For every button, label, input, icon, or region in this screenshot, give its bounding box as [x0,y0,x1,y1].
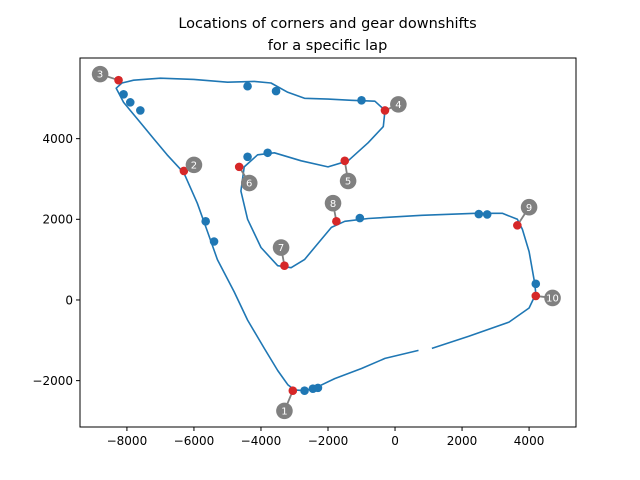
corner-label-9: 9 [520,198,538,216]
corner-label-text: 3 [97,70,103,81]
downshift-point [482,210,492,219]
downshift-point [474,209,484,219]
corner-point [114,75,123,85]
corner-label-text: 10 [546,294,559,305]
corner-label-text: 5 [345,177,351,188]
downshift-point [263,148,272,158]
x-tick-label: −8000 [107,434,148,448]
corner-label-marker [91,65,109,83]
downshift-point [209,237,219,246]
corner-point [280,261,289,270]
x-tick-label: 4000 [514,434,545,448]
corner-label-text: 7 [278,243,284,254]
downshift-point [119,89,128,99]
corner-label-1: 1 [276,402,293,420]
corner-label-4: 4 [390,96,407,113]
corner-label-text: 1 [281,406,287,417]
corner-label-marker [240,174,258,192]
corner-label-text: 2 [191,160,197,171]
y-tick-label: 0 [65,293,73,307]
corner-label-marker [324,194,342,212]
y-tick-label: −2000 [32,374,73,388]
corner-label-marker [276,402,293,420]
corner-label-2: 2 [185,156,203,174]
downshift-point [125,98,135,107]
corner-point [513,221,522,230]
x-tick-label: −4000 [241,434,282,448]
corner-label-marker [520,198,538,216]
corner-label-text: 6 [246,179,252,190]
x-tick-label: −2000 [308,434,349,448]
downshift-point [355,213,365,223]
corner-point [234,162,244,172]
corner-label-marker [544,289,561,307]
corner-point [179,166,189,176]
downshift-point [313,383,323,393]
y-tick-label: 4000 [42,132,73,146]
corner-label-marker [390,96,407,113]
downshift-point [531,279,541,289]
x-tick-label: 0 [391,434,399,448]
y-axis: −2000 0 2000 4000 [32,132,80,388]
x-tick-label: −6000 [174,434,215,448]
plot-area: 1 2 3 4 5 6 7 8 9 10 [91,65,561,420]
downshift-point [136,106,145,115]
x-axis: −8000 −6000 −4000 −2000 0 2000 4000 [107,427,545,448]
downshift-point [357,96,366,105]
corner-label-3: 3 [91,65,109,83]
downshift-point [300,386,309,396]
plot-frame [79,57,577,428]
y-tick-label: 2000 [42,213,73,227]
corner-label-text: 8 [330,199,336,210]
downshift-point [271,86,281,96]
corner-point [531,291,541,301]
chart-title-line-2: for a specific lap [268,38,388,54]
corner-label-8: 8 [324,194,342,212]
corner-point [380,106,390,115]
track-line [115,77,537,392]
corner-label-marker [272,239,290,256]
chart-title-line-1: Locations of corners and gear downshifts [178,16,476,32]
downshift-point [243,81,252,91]
corner-label-6: 6 [240,174,258,192]
x-tick-label: 2000 [447,434,478,448]
corner-label-text: 9 [526,203,532,214]
downshift-point [243,152,252,162]
corner-label-5: 5 [339,172,357,190]
corner-point [340,156,350,166]
corner-label-marker [339,172,357,190]
corner-point [288,386,298,396]
corner-label-text: 4 [395,100,401,111]
corner-label-7: 7 [272,239,290,256]
downshift-point [201,217,210,226]
corner-point [332,217,341,226]
corner-label-marker [185,156,203,174]
corner-label-10: 10 [544,289,561,307]
